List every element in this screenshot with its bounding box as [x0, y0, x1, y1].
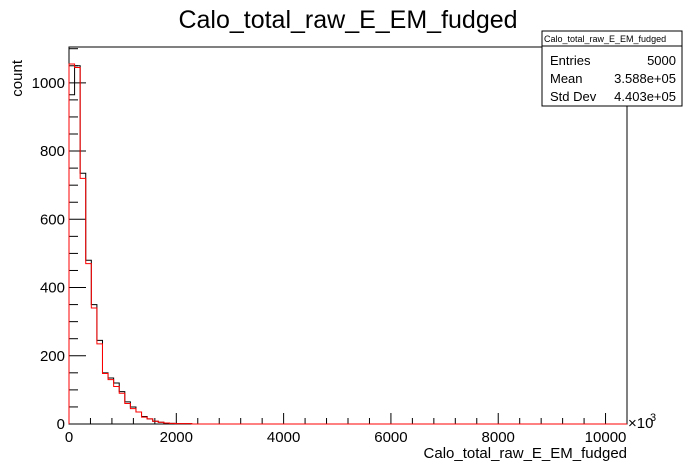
- stats-box-title: Calo_total_raw_E_EM_fudged: [544, 34, 666, 44]
- y-tick-label: 0: [57, 416, 65, 433]
- x-tick-label: 4000: [267, 429, 300, 446]
- stats-stddev-value: 4.403e+05: [614, 89, 676, 104]
- x-tick-label: 8000: [482, 429, 515, 446]
- y-tick-label: 200: [40, 348, 65, 365]
- histogram-series-1: [68, 63, 627, 425]
- x-tick-label: 2000: [160, 429, 193, 446]
- x-axis-label: Calo_total_raw_E_EM_fudged: [424, 445, 627, 462]
- stats-entries-label: Entries: [550, 53, 591, 68]
- stats-mean-value: 3.588e+05: [614, 71, 676, 86]
- stats-box: Calo_total_raw_E_EM_fudged Entries 5000 …: [541, 30, 683, 107]
- x-axis-ticks: 0 2000 4000 6000 8000 10000: [65, 413, 628, 446]
- x-multiplier-exponent: 3: [650, 412, 656, 424]
- histogram-series-0: [68, 65, 627, 425]
- y-tick-label: 400: [40, 280, 65, 297]
- y-tick-label: 1000: [32, 75, 65, 92]
- stats-mean-label: Mean: [550, 71, 583, 86]
- x-multiplier-base: ×10: [628, 415, 653, 432]
- x-tick-label: 0: [65, 429, 73, 446]
- x-tick-label: 6000: [374, 429, 407, 446]
- stats-entries-value: 5000: [647, 53, 676, 68]
- chart-title: Calo_total_raw_E_EM_fudged: [178, 6, 517, 34]
- y-axis-label: count: [9, 59, 26, 97]
- y-tick-label: 600: [40, 211, 65, 228]
- y-tick-label: 800: [40, 143, 65, 160]
- histogram-series: [68, 63, 627, 425]
- x-tick-label: 10000: [585, 429, 627, 446]
- stats-stddev-label: Std Dev: [550, 89, 597, 104]
- x-axis-multiplier: ×10 3: [628, 412, 656, 432]
- y-axis-ticks: 0 200 400 600 800 1000: [32, 48, 86, 433]
- stats-box-frame: [541, 30, 683, 107]
